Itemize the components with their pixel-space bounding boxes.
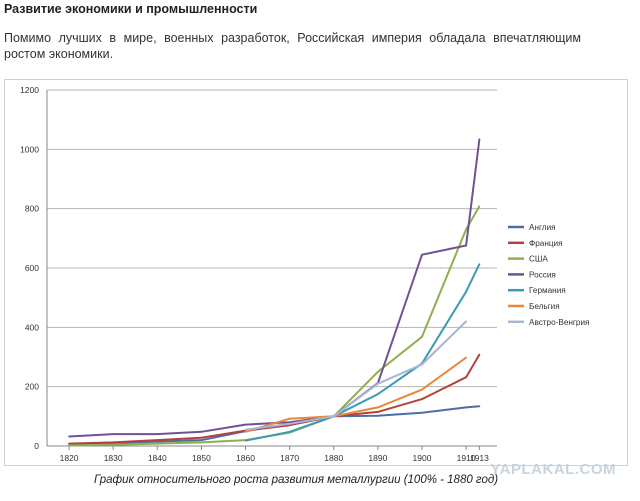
data-point [465, 406, 468, 409]
data-point [376, 382, 379, 385]
data-point [478, 353, 481, 356]
data-point [68, 444, 70, 447]
data-point [421, 411, 423, 414]
chart-caption: График относительного роста развития мет… [94, 474, 499, 486]
legend-label: Франция [529, 239, 563, 248]
grid-lines [47, 89, 497, 447]
y-tick-label: 600 [25, 263, 39, 273]
x-tick-label: 1890 [368, 453, 387, 463]
data-point [465, 320, 468, 323]
data-point [112, 441, 115, 444]
data-point [244, 439, 247, 442]
data-point [478, 138, 481, 141]
data-point [376, 406, 379, 409]
legend-label: Англия [529, 223, 556, 232]
data-point [332, 415, 335, 418]
series-line-6 [245, 356, 467, 433]
data-point [244, 430, 247, 433]
x-tick-label: 1860 [236, 453, 255, 463]
site-watermark: YAPLAKAL.COM [490, 461, 616, 478]
data-point [376, 410, 379, 413]
data-point [200, 430, 203, 433]
data-point [244, 428, 247, 431]
y-tick-label: 800 [25, 204, 39, 214]
data-point [68, 442, 70, 445]
x-tick-label: 1913 [470, 453, 489, 463]
data-point [288, 417, 291, 420]
series-line-3 [69, 205, 481, 447]
y-tick-label: 200 [25, 382, 39, 392]
legend-label: Россия [529, 270, 556, 279]
data-point [465, 290, 468, 293]
data-point [156, 439, 159, 441]
data-point [156, 442, 159, 445]
data-point [478, 205, 481, 208]
data-point [465, 244, 468, 247]
data-point [376, 393, 379, 395]
x-tick-label: 1900 [413, 453, 432, 463]
chart-legend: Англия Франция США Россия Германия Бельгия Авс… [508, 223, 589, 327]
data-point [376, 414, 379, 417]
legend-label: Германия [529, 286, 566, 295]
y-tick-label: 1000 [20, 144, 39, 154]
x-tick-label: 1850 [192, 453, 211, 463]
x-tick-label: 1910 [457, 453, 476, 463]
data-point [421, 363, 423, 366]
chart-axes: 0 200 400 600 800 1000 1200 1820 1830 1840 1850 186… [20, 85, 489, 463]
x-tick-label: 1820 [60, 453, 79, 463]
data-point [478, 263, 481, 266]
data-point [465, 356, 468, 359]
data-point [68, 435, 70, 438]
data-point [421, 335, 423, 338]
x-tick-label: 1830 [104, 453, 123, 463]
data-point [376, 370, 379, 373]
y-tick-label: 1200 [20, 85, 39, 95]
x-tick-label: 1870 [280, 453, 299, 463]
data-point [288, 430, 291, 433]
data-point [421, 388, 423, 391]
legend-label: Австро-Венгрия [529, 318, 589, 327]
legend-label: США [529, 255, 548, 264]
article-heading: Развитие экономики и промышленности [4, 2, 258, 16]
data-point [465, 376, 468, 379]
data-point [200, 439, 203, 441]
chart-series [68, 138, 481, 447]
y-tick-label: 0 [34, 441, 39, 451]
article-paragraph: Помимо лучших в мире, военных разработок… [4, 31, 581, 61]
legend-label: Бельгия [529, 302, 560, 311]
data-point [421, 398, 423, 401]
chart-canvas: 0 200 400 600 800 1000 1200 1820 1830 1840 1850 186… [20, 85, 589, 463]
data-point [421, 253, 423, 256]
y-tick-label: 400 [25, 322, 39, 332]
x-tick-label: 1880 [324, 453, 343, 463]
data-point [288, 422, 291, 425]
data-point [465, 228, 468, 231]
series-line-7 [245, 320, 467, 431]
data-point [156, 433, 159, 436]
data-point [478, 405, 481, 408]
data-point [200, 441, 203, 444]
metallurgy-chart: 0 200 400 600 800 1000 1200 1820 1830 1840 1850 186… [4, 79, 628, 466]
data-point [112, 443, 115, 446]
data-point [244, 423, 247, 426]
x-tick-label: 1840 [148, 453, 167, 463]
data-point [200, 436, 203, 439]
series-line-2 [69, 354, 481, 445]
data-point [112, 433, 115, 436]
